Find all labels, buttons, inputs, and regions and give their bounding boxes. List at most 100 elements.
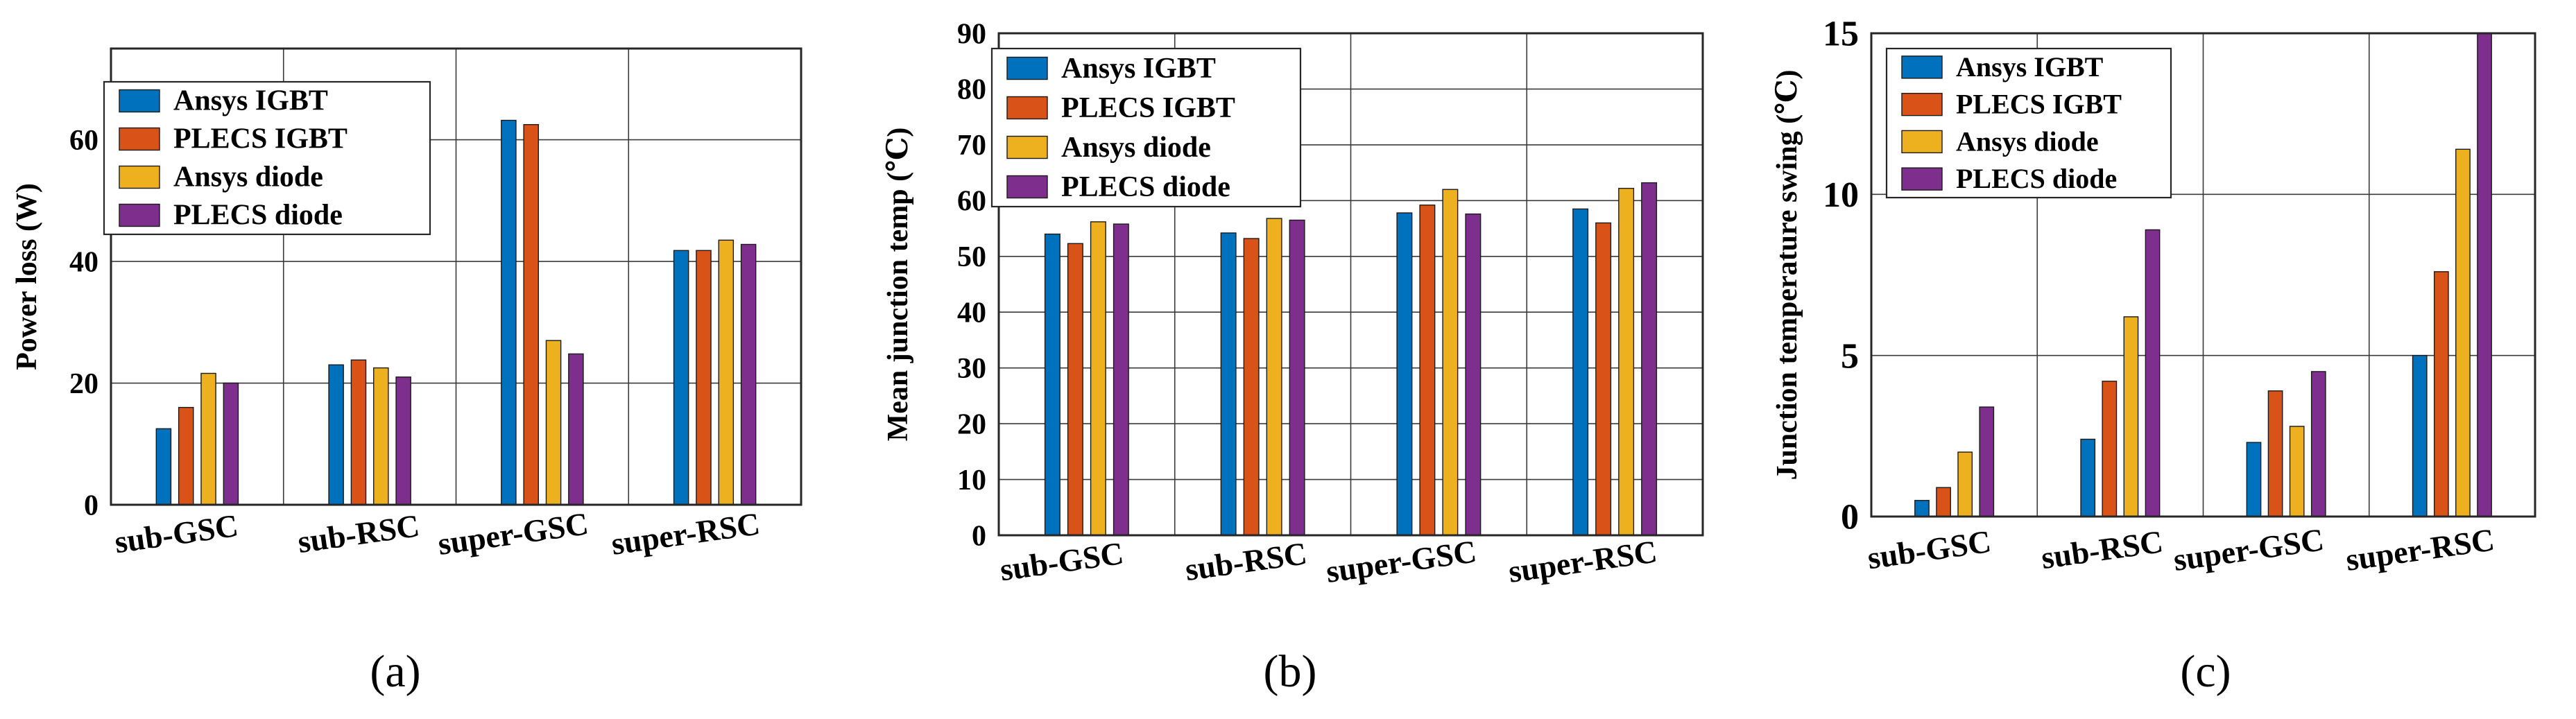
legend-entry: PLECS IGBT bbox=[1956, 89, 2122, 120]
bar bbox=[328, 364, 344, 505]
bar bbox=[1442, 189, 1459, 536]
legend-entry: Ansys diode bbox=[173, 162, 323, 193]
x-tick-label: super-RSC bbox=[1506, 533, 1660, 589]
bar bbox=[1396, 212, 1413, 536]
legend-entry: PLECS diode bbox=[173, 200, 343, 232]
y-tick-label: 15 bbox=[1823, 15, 1859, 54]
y-tick-label: 60 bbox=[957, 186, 986, 218]
legend-entry: PLECS diode bbox=[1061, 171, 1230, 203]
x-tick-label: sub-RSC bbox=[295, 508, 422, 560]
bar bbox=[178, 406, 194, 505]
bar bbox=[2289, 426, 2305, 517]
x-tick-label: sub-GSC bbox=[1865, 523, 1993, 575]
y-tick-label: 5 bbox=[1841, 336, 1859, 376]
bar bbox=[1113, 223, 1129, 536]
bar bbox=[1595, 222, 1612, 536]
bar bbox=[2102, 381, 2118, 517]
bar bbox=[2433, 271, 2449, 517]
legend-swatch bbox=[1006, 175, 1048, 199]
bar bbox=[200, 372, 216, 505]
y-tick-label: 0 bbox=[1841, 498, 1859, 537]
panel-c: 0 5 10 15 sub-GSC sub-RSC super-GSC super-RSC Ju… bbox=[1771, 15, 2536, 697]
y-tick-label: 20 bbox=[957, 408, 986, 440]
legend: Ansys IGBT PLECS IGBT Ansys diode PLECS dio… bbox=[1885, 47, 2172, 199]
bar bbox=[568, 353, 584, 505]
bar bbox=[2123, 316, 2139, 517]
bar bbox=[2455, 148, 2471, 517]
y-tick-label: 10 bbox=[1823, 175, 1859, 215]
y-tick-label: 30 bbox=[957, 353, 986, 385]
axes-frame bbox=[1870, 32, 2536, 518]
legend-swatch bbox=[119, 203, 160, 227]
bar bbox=[718, 239, 735, 505]
bar bbox=[1090, 221, 1106, 536]
bar bbox=[1979, 406, 1995, 517]
y-tick-label: 10 bbox=[957, 465, 986, 496]
bar bbox=[2412, 354, 2428, 517]
y-tick-label: 50 bbox=[957, 241, 986, 273]
x-tick-label: super-RSC bbox=[2344, 521, 2497, 578]
bar bbox=[1936, 487, 1951, 517]
x-tick-label: sub-RSC bbox=[1183, 535, 1310, 587]
axes-frame bbox=[997, 32, 1704, 537]
legend-swatch bbox=[119, 89, 160, 113]
y-axis-label: Mean junction temp (℃) bbox=[882, 128, 914, 442]
y-tick-label: 40 bbox=[957, 297, 986, 329]
legend: Ansys IGBT PLECS IGBT Ansys diode PLECS dio… bbox=[103, 80, 431, 236]
bar bbox=[155, 428, 172, 505]
legend-swatch bbox=[119, 127, 160, 151]
legend: Ansys IGBT PLECS IGBT Ansys diode PLECS dio… bbox=[990, 47, 1302, 208]
bar bbox=[373, 367, 389, 505]
bar bbox=[2477, 33, 2492, 517]
x-tick-label: sub-RSC bbox=[2039, 523, 2165, 575]
legend-entry: PLECS IGBT bbox=[1061, 92, 1235, 124]
bar bbox=[2246, 442, 2262, 517]
y-tick-label: 0 bbox=[84, 490, 98, 521]
bar bbox=[1572, 208, 1589, 536]
y-tick-label: 0 bbox=[972, 520, 986, 552]
bar bbox=[350, 359, 367, 505]
legend-entry: Ansys IGBT bbox=[1956, 51, 2104, 83]
bar bbox=[2080, 438, 2096, 517]
bar bbox=[1289, 219, 1305, 536]
bar bbox=[2145, 229, 2161, 517]
bar bbox=[2310, 371, 2326, 517]
panel-a: 0 20 40 60 sub-GSC sub-RSC super-GSC super-RSC P… bbox=[11, 47, 802, 697]
bar bbox=[501, 119, 517, 505]
y-tick-label: 90 bbox=[957, 18, 986, 50]
legend-swatch bbox=[1006, 56, 1048, 80]
y-axis-label: Junction temperature swing (℃) bbox=[1771, 70, 1803, 480]
legend-swatch bbox=[1901, 92, 1943, 116]
bar bbox=[1266, 218, 1282, 536]
bar bbox=[740, 243, 757, 505]
legend-swatch bbox=[1901, 130, 1943, 154]
legend-entry: PLECS IGBT bbox=[173, 123, 347, 155]
y-axis-label: Power loss (W) bbox=[11, 183, 43, 370]
bar bbox=[696, 250, 712, 505]
bar bbox=[1243, 238, 1260, 536]
legend-entry: Ansys IGBT bbox=[173, 85, 328, 117]
bar bbox=[1618, 187, 1635, 536]
x-tick-label: super-GSC bbox=[1324, 533, 1479, 589]
bar bbox=[1641, 182, 1658, 536]
legend-swatch bbox=[1006, 135, 1048, 159]
legend-swatch bbox=[1006, 96, 1048, 120]
legend-swatch bbox=[119, 165, 160, 189]
bar bbox=[1465, 213, 1482, 536]
legend-swatch bbox=[1901, 167, 1943, 191]
y-tick-label: 80 bbox=[957, 74, 986, 106]
bar bbox=[1914, 500, 1930, 517]
x-tick-label: super-RSC bbox=[609, 505, 762, 562]
y-tick-label: 40 bbox=[69, 246, 98, 278]
bar bbox=[523, 123, 539, 505]
bar bbox=[673, 250, 689, 505]
x-tick-label: sub-GSC bbox=[112, 508, 240, 560]
legend-swatch bbox=[1901, 55, 1943, 79]
panel-label: (b) bbox=[1264, 646, 1317, 697]
bar bbox=[395, 376, 411, 505]
legend-entry: Ansys IGBT bbox=[1061, 53, 1216, 85]
bar bbox=[2267, 390, 2283, 517]
bar bbox=[1220, 232, 1237, 536]
y-tick-label: 60 bbox=[69, 125, 98, 157]
